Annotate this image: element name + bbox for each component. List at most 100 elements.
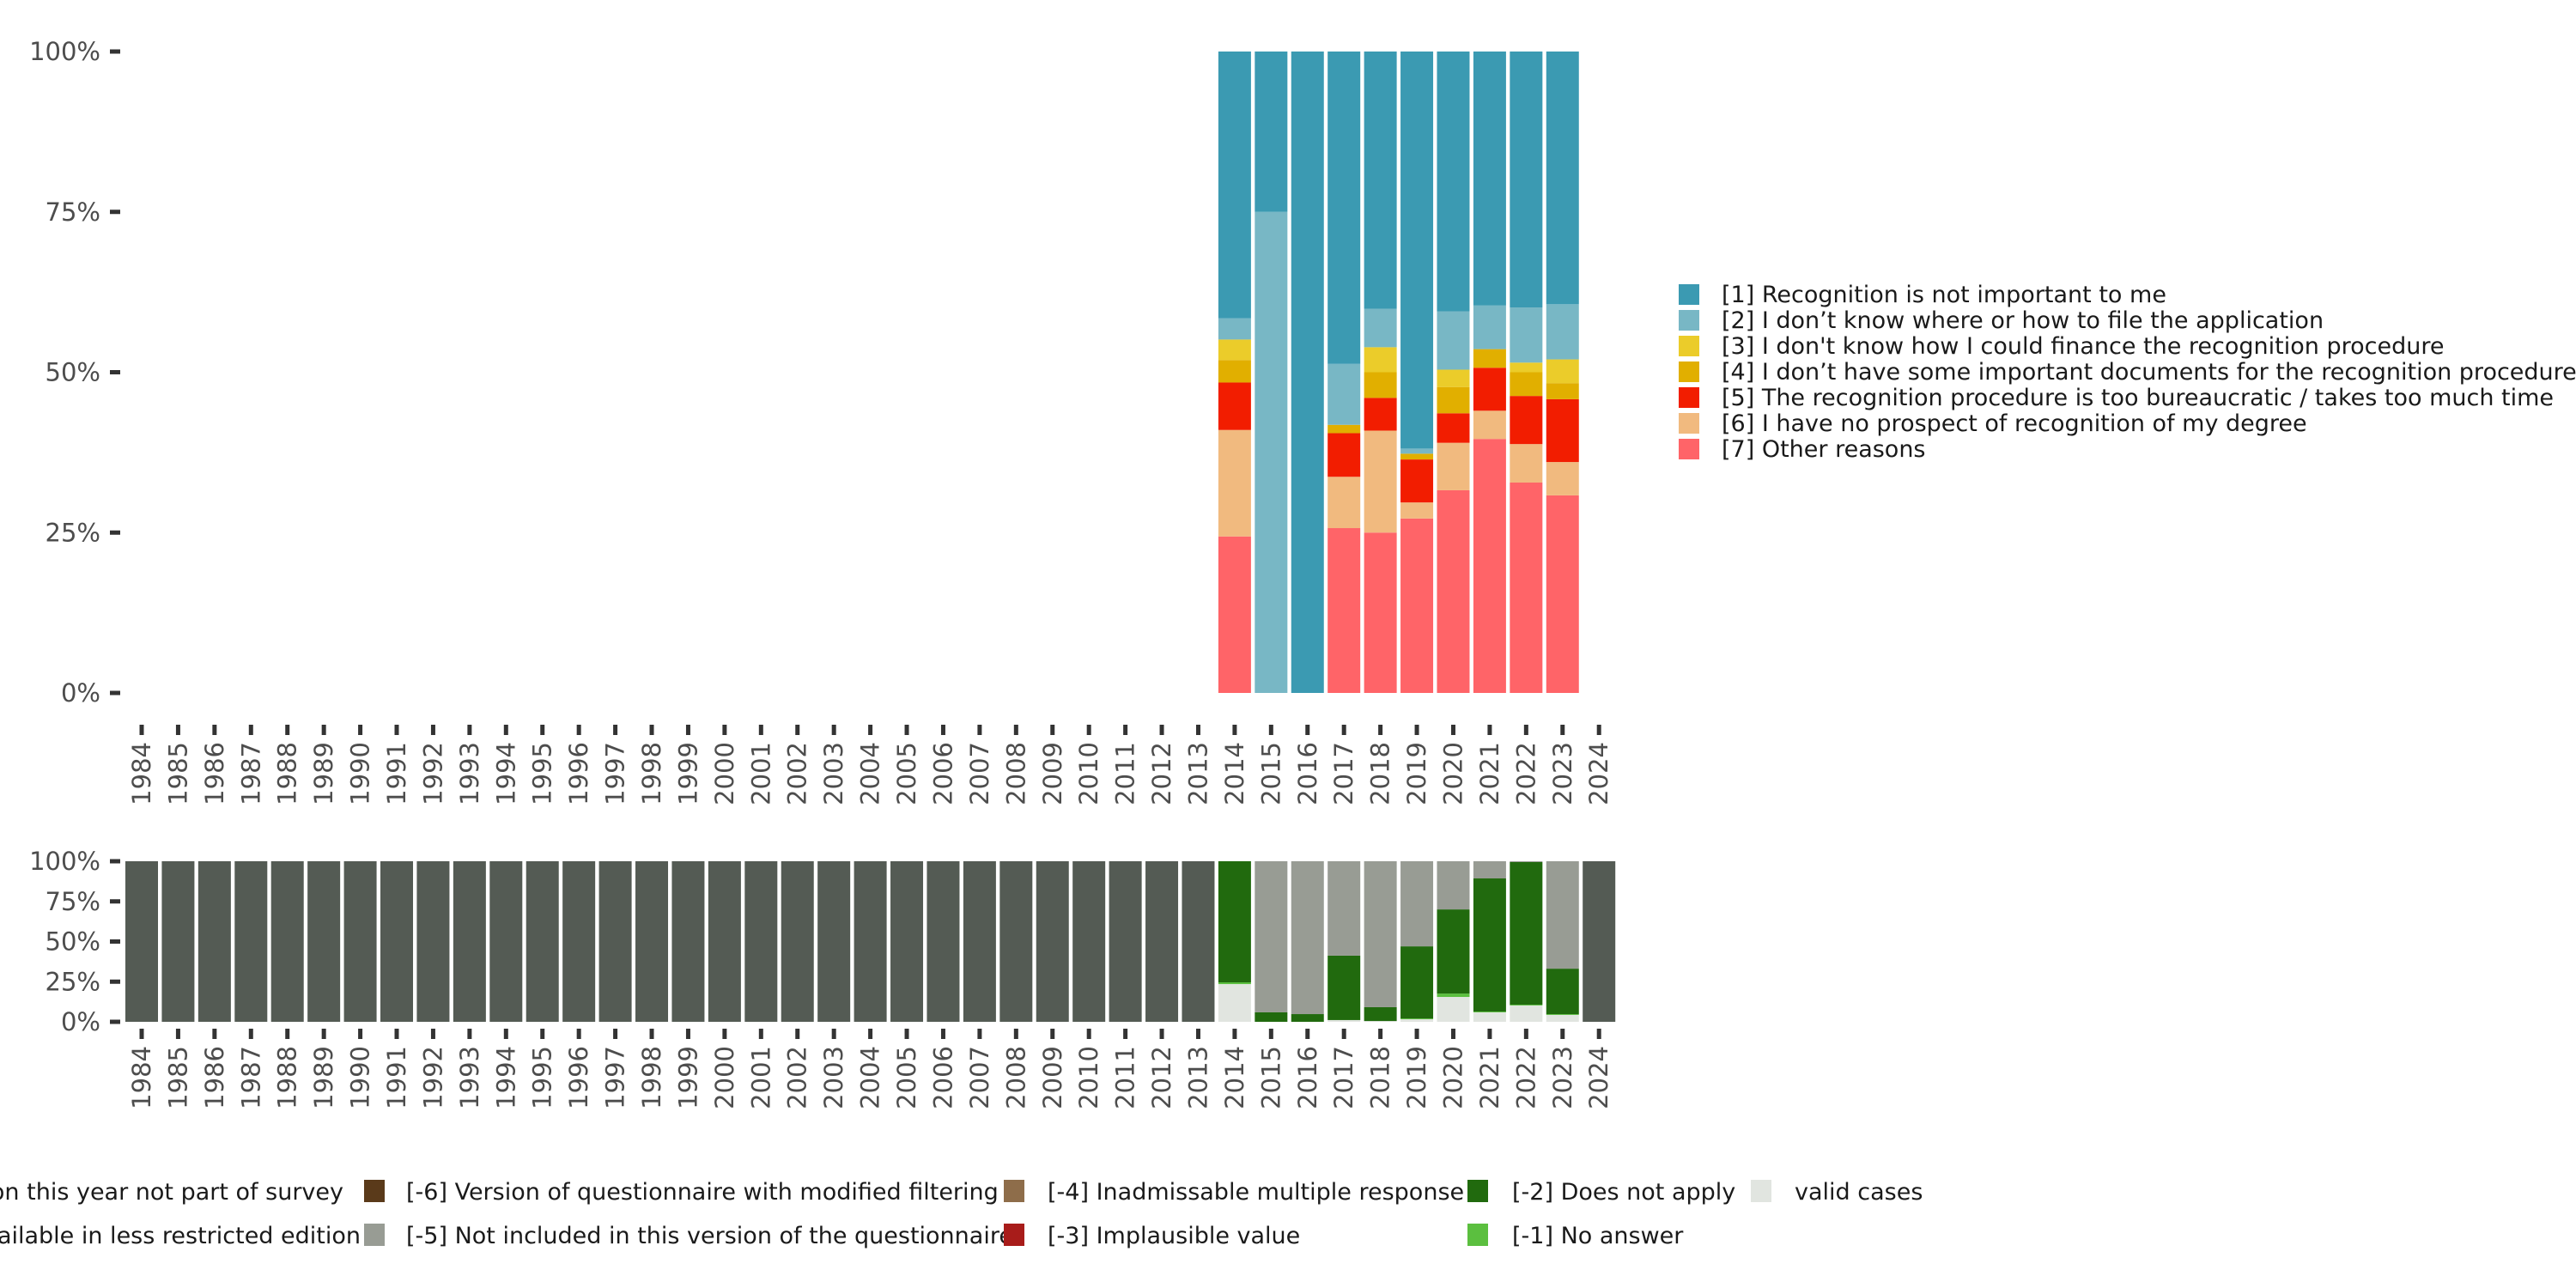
bar-segment-2023-s5: [1546, 304, 1579, 360]
x-tick-label: 1989: [309, 742, 338, 805]
x-tick-label: 1991: [382, 1046, 411, 1109]
bar-segment-2007-s4: [963, 861, 996, 1022]
bar-segment-2014-s5: [1218, 318, 1251, 340]
x-tick-label: 2018: [1366, 742, 1395, 805]
x-tick-label: 2014: [1220, 742, 1249, 805]
x-tick-label: 1996: [564, 742, 593, 805]
x-tick-label: 2013: [1183, 1046, 1212, 1109]
bar-segment-2012-s4: [1145, 861, 1179, 1022]
legend-label: [-5] Not included in this version of the…: [406, 1223, 1013, 1249]
x-tick-label: 1990: [346, 1046, 375, 1109]
x-tick-label: 2024: [1584, 1046, 1613, 1109]
x-tick-label: 2016: [1293, 742, 1322, 805]
bar-segment-2015-s5: [1255, 211, 1288, 693]
bar-segment-2022-s5: [1510, 307, 1543, 363]
bar-segment-2022-s3: [1510, 861, 1543, 862]
bar-segment-2004-s4: [854, 861, 887, 1022]
x-tick-label: 2022: [1511, 742, 1540, 805]
bar-segment-2019-s5: [1400, 448, 1434, 454]
bar-segment-1998-s4: [635, 861, 669, 1022]
bar-segment-2017-s3: [1327, 424, 1361, 434]
bar-segment-2014-s4: [1218, 339, 1251, 361]
bar-segment-2021-s2: [1473, 878, 1506, 1012]
bar-segment-2015-s2: [1255, 1012, 1288, 1022]
bar-segment-1992-s4: [416, 861, 450, 1022]
x-tick-label: 1986: [200, 1046, 229, 1109]
legend-label: [-1] No answer: [1512, 1223, 1684, 1249]
bar-segment-2014-s6: [1218, 52, 1251, 319]
legend-swatch: [1679, 310, 1699, 331]
x-tick-label: 1987: [236, 742, 265, 805]
x-tick-label: 1991: [382, 742, 411, 805]
bar-segment-2023-s2: [1546, 969, 1579, 1015]
legend-swatch: [1467, 1224, 1488, 1246]
x-tick-label: 2009: [1038, 742, 1067, 805]
bar-segment-2020-s0: [1437, 997, 1470, 1022]
bar-segment-2023-s0: [1546, 1014, 1579, 1022]
bar-segment-2003-s4: [817, 861, 851, 1022]
x-tick-label: 1989: [309, 1046, 338, 1109]
x-tick-label: 2023: [1548, 1046, 1577, 1109]
bar-segment-2021-s0: [1473, 1012, 1506, 1022]
legend-label-clipped: ailable in less restricted edition: [0, 1223, 361, 1249]
bar-segment-2000-s4: [708, 861, 741, 1022]
y-tick-label: 50%: [46, 358, 100, 387]
x-tick-label: 2016: [1293, 1046, 1322, 1109]
bar-segment-2023-s2: [1546, 398, 1579, 463]
x-tick-label: 1993: [455, 742, 484, 805]
bar-segment-2023-s1: [1546, 462, 1579, 495]
legend-swatch: [1679, 361, 1699, 382]
bar-segment-2023-s4: [1546, 359, 1579, 384]
bar-segment-2021-s0: [1473, 439, 1506, 693]
bar-segment-2019-s1: [1400, 1018, 1434, 1020]
x-tick-label: 1986: [200, 742, 229, 805]
x-tick-label: 2015: [1256, 742, 1285, 805]
bar-segment-1984-s4: [125, 861, 158, 1022]
x-tick-label: 2007: [965, 742, 994, 805]
bar-segment-2017-s1: [1327, 477, 1361, 529]
x-tick-label: 2007: [965, 1046, 994, 1109]
bottom-x-axis: 1984 1985 1986 1987 1988 1989 1990 1991 1992 1993…: [127, 1029, 1613, 1109]
bar-segment-2023-s0: [1546, 495, 1579, 693]
x-tick-label: 2006: [928, 1046, 957, 1109]
bottom-legend: on this year not part of survey ailable i…: [0, 1179, 1923, 1249]
bar-segment-2019-s0: [1400, 1019, 1434, 1022]
legend-swatch: [1679, 284, 1699, 305]
legend-swatch: [1679, 413, 1699, 434]
bar-segment-2006-s4: [927, 861, 960, 1022]
y-tick-label: 75%: [46, 197, 100, 227]
legend-label: [1] Recognition is not important to me: [1722, 282, 2166, 308]
legend-label: [7] Other reasons: [1722, 436, 1926, 463]
bar-segment-2018-s0: [1364, 532, 1397, 693]
bar-segment-2013-s4: [1182, 861, 1215, 1022]
bar-segment-2014-s3: [1218, 360, 1251, 383]
bar-segment-2020-s1: [1437, 993, 1470, 998]
bar-segment-2018-s1: [1364, 430, 1397, 533]
x-tick-label: 1996: [564, 1046, 593, 1109]
bar-segment-1987-s4: [234, 861, 268, 1022]
bar-segment-2020-s3: [1437, 386, 1470, 414]
x-tick-label: 2018: [1366, 1046, 1395, 1109]
x-tick-label: 1995: [528, 1046, 557, 1109]
bar-segment-1986-s4: [197, 861, 231, 1022]
bar-segment-2024-s4: [1583, 861, 1616, 1022]
bar-segment-1997-s4: [598, 861, 632, 1022]
top-x-axis: 1984 1985 1986 1987 1988 1989 1990 1991 1992 1993…: [127, 725, 1613, 805]
bar-segment-2022-s6: [1510, 52, 1543, 308]
bar-segment-2023-s3: [1546, 383, 1579, 399]
x-tick-label: 2023: [1548, 742, 1577, 805]
x-tick-label: 2008: [1001, 742, 1030, 805]
x-tick-label: 1990: [346, 742, 375, 805]
bar-segment-2014-s2: [1218, 382, 1251, 430]
bar-segment-2022-s3: [1510, 372, 1543, 397]
legend-label: [-4] Inadmissable multiple response: [1048, 1179, 1464, 1206]
x-tick-label: 1994: [491, 1046, 520, 1109]
bar-segment-2005-s4: [890, 861, 924, 1022]
legend-swatch: [1004, 1224, 1024, 1246]
legend-label: valid cases: [1795, 1179, 1923, 1206]
bar-segment-2014-s1: [1218, 981, 1251, 985]
bar-segment-2019-s2: [1400, 459, 1434, 503]
x-tick-label: 2019: [1402, 1046, 1431, 1109]
y-tick-label: 100%: [29, 37, 100, 66]
